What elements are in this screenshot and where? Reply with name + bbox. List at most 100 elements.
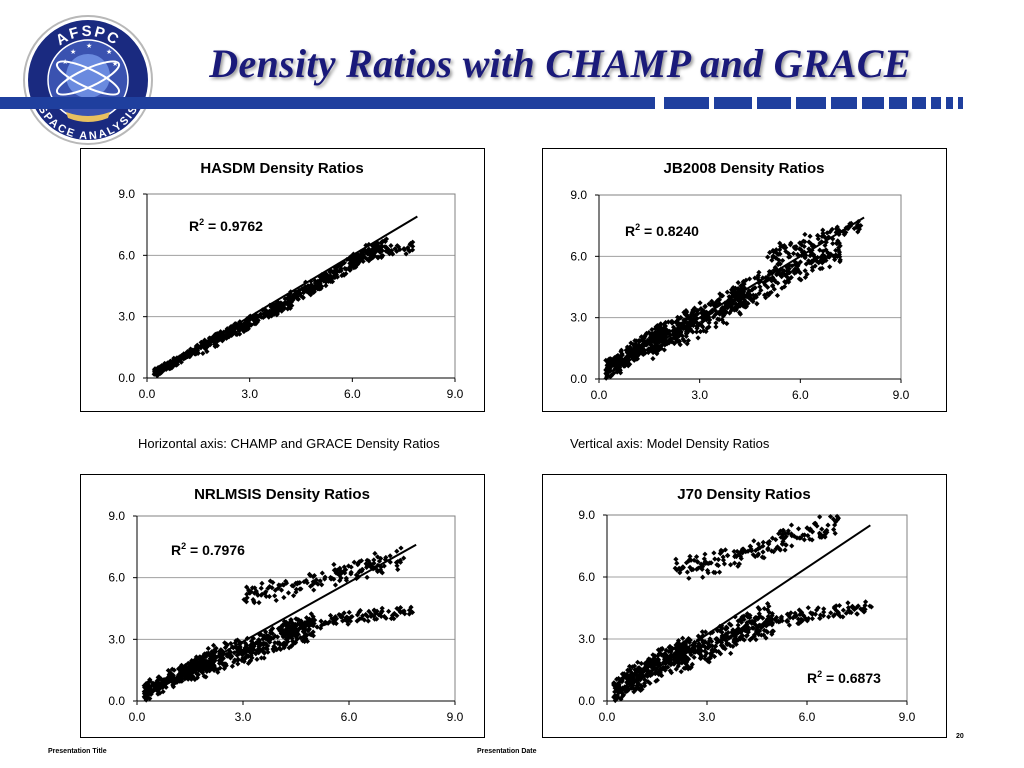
data-point — [324, 276, 330, 282]
data-point — [409, 247, 416, 253]
data-point — [205, 645, 211, 652]
data-point — [765, 254, 771, 260]
data-point — [348, 258, 355, 264]
data-point — [802, 231, 808, 238]
data-point — [686, 575, 692, 581]
data-point — [700, 574, 706, 580]
data-point — [364, 613, 371, 620]
data-point — [219, 338, 225, 344]
data-point — [651, 344, 657, 350]
data-point — [182, 662, 189, 669]
data-point — [825, 614, 832, 620]
chart-title: NRLMSIS Density Ratios — [194, 486, 370, 503]
data-point — [259, 580, 265, 586]
data-point — [325, 277, 331, 283]
data-point — [395, 244, 402, 250]
data-point — [739, 546, 746, 552]
data-point — [241, 328, 247, 335]
header-bar — [0, 97, 963, 109]
data-point — [837, 243, 843, 249]
data-point — [407, 240, 414, 247]
data-point — [155, 691, 161, 697]
data-point — [182, 665, 189, 671]
data-point — [825, 250, 831, 256]
data-point — [332, 274, 338, 280]
data-point — [850, 605, 856, 611]
y-tick-label: 3.0 — [108, 632, 125, 646]
data-point — [306, 290, 312, 296]
y-tick-label: 6.0 — [118, 248, 135, 262]
data-point — [271, 311, 277, 317]
data-point — [731, 639, 737, 645]
data-point — [706, 314, 712, 320]
x-tick-label: 6.0 — [799, 710, 816, 724]
data-point — [724, 289, 730, 295]
data-point — [753, 294, 759, 300]
data-point — [827, 229, 833, 235]
r-squared-label: R2 = 0.8240 — [625, 222, 699, 239]
x-tick-label: 9.0 — [893, 388, 910, 402]
data-point — [285, 296, 291, 302]
data-point — [822, 242, 828, 249]
data-point — [212, 647, 218, 653]
data-point — [383, 244, 389, 250]
data-point — [807, 233, 813, 239]
data-point — [220, 655, 226, 662]
data-point — [788, 522, 795, 528]
data-point — [205, 343, 211, 349]
data-point — [266, 584, 273, 590]
data-point — [691, 654, 697, 660]
data-point — [777, 251, 783, 257]
data-point — [410, 239, 416, 245]
data-point — [757, 284, 763, 290]
data-point — [780, 257, 786, 264]
data-point — [802, 532, 808, 538]
data-point — [623, 683, 630, 690]
data-point — [639, 686, 645, 692]
data-point — [289, 302, 295, 309]
data-point — [809, 537, 815, 543]
data-point — [201, 344, 207, 351]
data-point — [273, 597, 279, 604]
r-squared-label: R2 = 0.7976 — [171, 541, 245, 558]
data-point — [343, 575, 349, 581]
data-point — [765, 600, 771, 607]
x-tick-label: 6.0 — [792, 388, 809, 402]
data-point — [384, 248, 390, 254]
data-point — [187, 663, 193, 669]
data-point — [277, 303, 283, 309]
data-point — [684, 569, 690, 575]
data-point — [798, 247, 804, 253]
svg-text:★: ★ — [86, 42, 92, 50]
data-point — [254, 656, 260, 662]
data-point — [837, 254, 843, 260]
data-point — [661, 347, 667, 353]
data-point — [735, 622, 741, 628]
data-point — [672, 645, 678, 651]
data-point — [819, 532, 825, 538]
data-point — [779, 243, 785, 249]
data-point — [851, 225, 857, 232]
data-point — [821, 606, 827, 612]
data-point — [841, 229, 848, 235]
data-point — [332, 582, 339, 588]
data-point — [649, 663, 656, 669]
data-point — [806, 239, 812, 245]
data-point — [335, 264, 341, 270]
data-point — [401, 245, 407, 252]
data-point — [848, 609, 854, 616]
data-point — [699, 318, 706, 325]
data-point — [672, 336, 678, 342]
x-tick-label: 9.0 — [899, 710, 916, 724]
y-tick-label: 9.0 — [578, 508, 595, 522]
data-point — [269, 313, 275, 319]
data-point — [331, 561, 337, 568]
data-point — [366, 248, 372, 254]
data-point — [332, 267, 338, 274]
data-point — [313, 577, 319, 583]
data-point — [334, 269, 340, 275]
data-point — [371, 557, 377, 563]
data-point — [702, 304, 708, 310]
data-point — [685, 636, 692, 642]
data-point — [836, 231, 842, 238]
